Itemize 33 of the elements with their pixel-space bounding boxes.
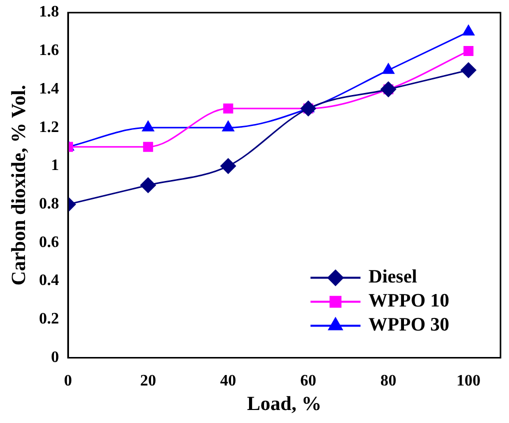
point bbox=[140, 177, 156, 193]
point bbox=[460, 62, 476, 78]
x-tick-label: 40 bbox=[220, 372, 236, 390]
point bbox=[220, 158, 236, 174]
point bbox=[463, 46, 474, 56]
y-tick-label: 1.4 bbox=[39, 80, 59, 98]
legend-label: WPPO 30 bbox=[368, 314, 450, 336]
y-tick-label: 1.6 bbox=[39, 42, 59, 60]
y-tick-label: 0.2 bbox=[39, 310, 59, 328]
point bbox=[222, 120, 234, 132]
legend-label: WPPO 10 bbox=[368, 290, 450, 312]
y-tick-label: 0.8 bbox=[39, 196, 59, 213]
point bbox=[143, 142, 154, 152]
point bbox=[382, 63, 394, 74]
y-tick-label: 1.2 bbox=[39, 118, 59, 136]
y-tick-label: 0.6 bbox=[39, 234, 59, 251]
legend-label: Diesel bbox=[368, 266, 418, 288]
point bbox=[223, 103, 234, 114]
point bbox=[462, 25, 474, 36]
point bbox=[142, 120, 154, 132]
x-tick-label: 0 bbox=[64, 372, 72, 390]
point bbox=[300, 100, 316, 116]
y-axis-title: Carbon dioxide, % Vol. bbox=[8, 84, 30, 286]
x-tick-label: 80 bbox=[380, 372, 396, 390]
x-tick-label: 20 bbox=[140, 372, 156, 390]
point bbox=[380, 82, 396, 98]
y-tick-label: 0 bbox=[51, 348, 59, 366]
y-tick-label: 0.4 bbox=[39, 272, 59, 290]
y-tick-label: 1 bbox=[51, 157, 59, 174]
x-axis-title: Load, % bbox=[247, 393, 322, 416]
x-tick-label: 100 bbox=[456, 372, 480, 390]
x-tick-label: 60 bbox=[300, 372, 316, 390]
y-tick-label: 1.8 bbox=[39, 4, 59, 21]
